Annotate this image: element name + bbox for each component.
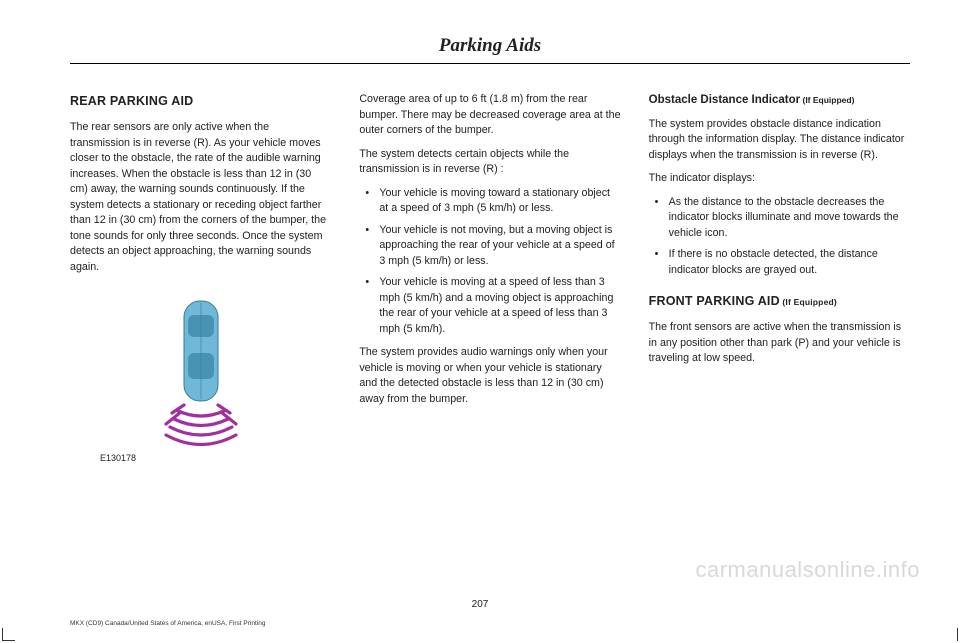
detects-intro: The system detects certain objects while…	[359, 147, 620, 178]
list-item: As the distance to the obstacle decrease…	[649, 195, 910, 242]
heading-suffix: (If Equipped)	[780, 297, 837, 307]
heading-main: Obstacle Distance Indicator	[649, 94, 800, 106]
page-number: 207	[0, 599, 960, 610]
content-columns: REAR PARKING AID The rear sensors are on…	[70, 92, 910, 465]
watermark: carmanualsonline.info	[695, 557, 920, 583]
column-1: REAR PARKING AID The rear sensors are on…	[70, 92, 331, 465]
list-item: Your vehicle is moving toward a stationa…	[359, 186, 620, 217]
rear-parking-aid-heading: REAR PARKING AID	[70, 92, 331, 110]
heading-suffix: (If Equipped)	[800, 95, 854, 105]
obstacle-p1: The system provides obstacle distance in…	[649, 117, 910, 164]
column-3: Obstacle Distance Indicator (If Equipped…	[649, 92, 910, 465]
car-figure: E130178	[70, 293, 331, 465]
page-header: Parking Aids	[70, 35, 910, 64]
crop-mark	[954, 628, 958, 641]
column-2: Coverage area of up to 6 ft (1.8 m) from…	[359, 92, 620, 465]
heading-main: FRONT PARKING AID	[649, 294, 780, 308]
crop-mark	[2, 628, 15, 641]
footer-text: MKX (CD9) Canada/United States of Americ…	[70, 620, 265, 627]
detect-list: Your vehicle is moving toward a stationa…	[359, 186, 620, 338]
indicator-list: As the distance to the obstacle decrease…	[649, 195, 910, 279]
audio-warning-text: The system provides audio warnings only …	[359, 345, 620, 407]
obstacle-p2: The indicator displays:	[649, 171, 910, 187]
obstacle-indicator-heading: Obstacle Distance Indicator (If Equipped…	[649, 92, 910, 109]
list-item: Your vehicle is moving at a speed of les…	[359, 275, 620, 337]
car-sensor-diagram	[146, 293, 256, 448]
front-parking-text: The front sensors are active when the tr…	[649, 320, 910, 367]
list-item: If there is no obstacle detected, the di…	[649, 247, 910, 278]
figure-label: E130178	[100, 452, 331, 465]
list-item: Your vehicle is not moving, but a moving…	[359, 223, 620, 270]
rear-parking-aid-text: The rear sensors are only active when th…	[70, 120, 331, 275]
front-parking-aid-heading: FRONT PARKING AID (If Equipped)	[649, 292, 910, 310]
coverage-text: Coverage area of up to 6 ft (1.8 m) from…	[359, 92, 620, 139]
